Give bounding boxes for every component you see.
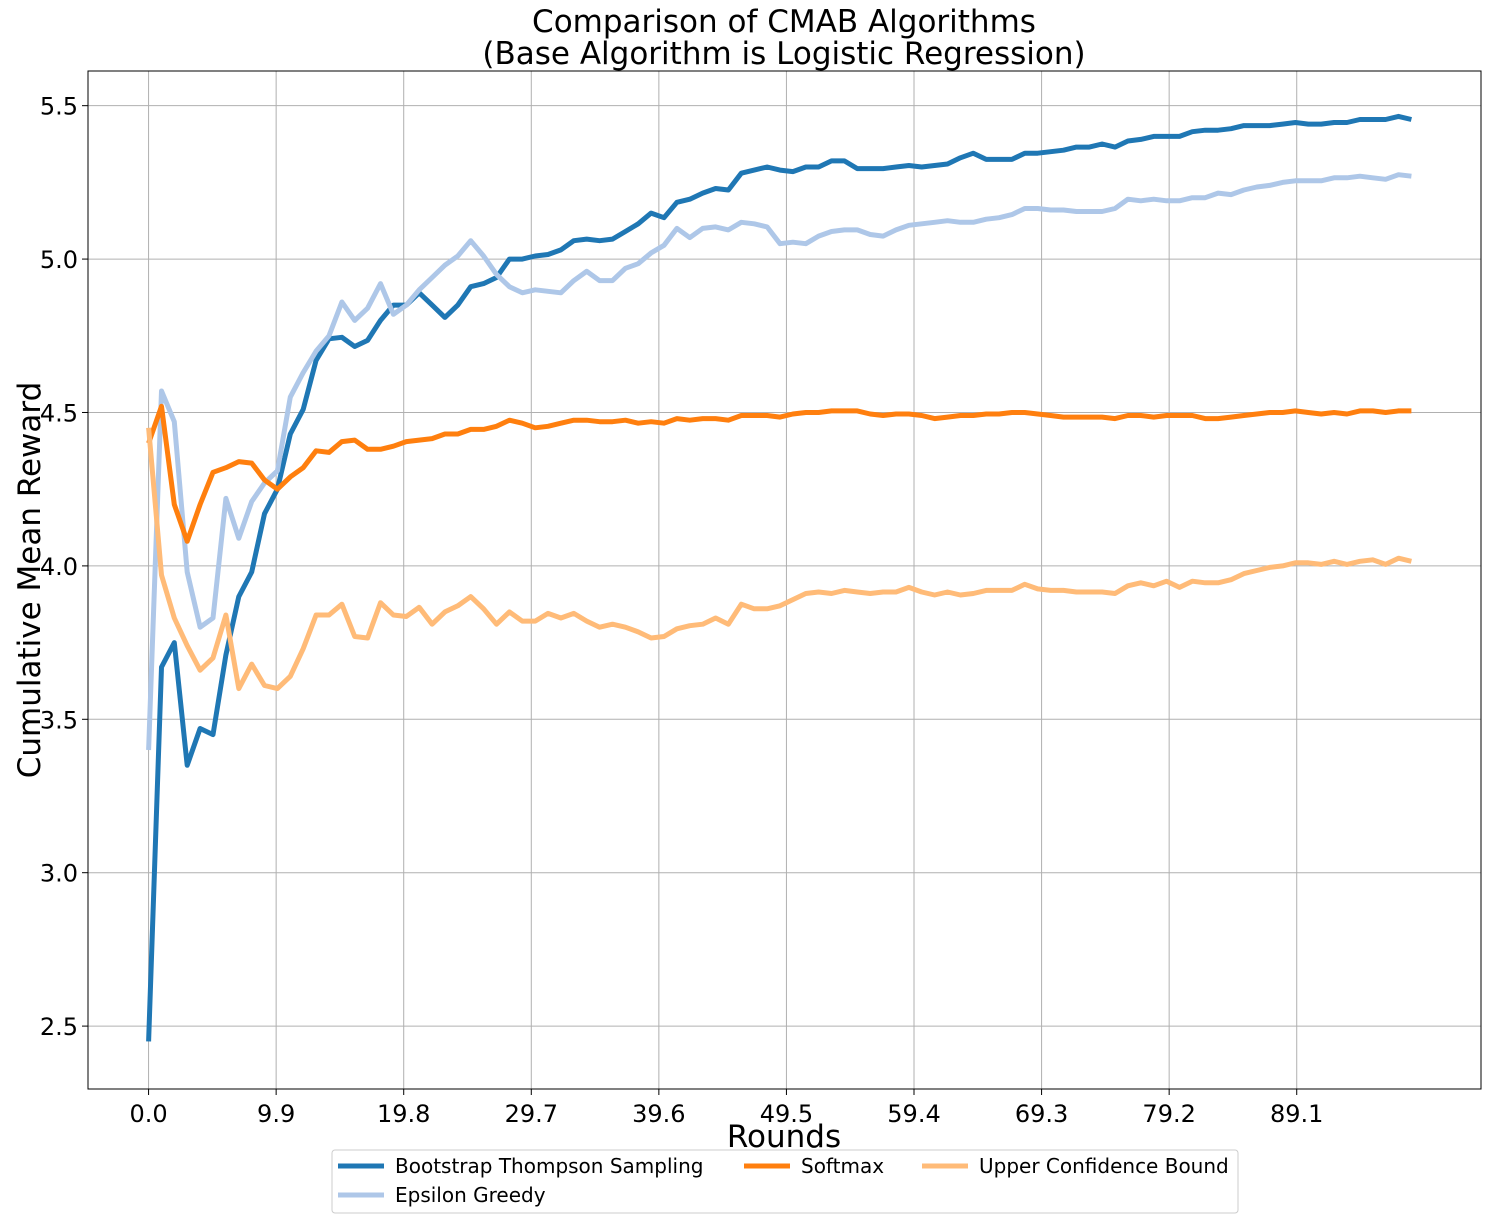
y-tick-label: 2.5 <box>40 1013 78 1041</box>
y-tick-label: 4.0 <box>40 553 78 581</box>
series-line-bootstrap-thompson-sampling <box>146 113 1412 1042</box>
x-tick-label: 29.7 <box>505 1100 558 1128</box>
x-tick-label: 9.9 <box>257 1100 295 1128</box>
x-tick-label: 79.2 <box>1142 1100 1195 1128</box>
grid-lines <box>82 71 1481 1095</box>
tick-labels: 0.0 9.9 19.8 29.7 39.6 49.5 59.4 69.3 79.2 89.1 2.… <box>40 93 1324 1128</box>
legend-label-bootstrap-thompson-sampling: Bootstrap Thompson Sampling <box>395 1154 703 1178</box>
y-tick-label: 5.5 <box>40 93 78 121</box>
x-tick-label: 89.1 <box>1270 1100 1323 1128</box>
x-tick-label: 69.3 <box>1015 1100 1068 1128</box>
series-lines <box>146 113 1412 1042</box>
x-tick-label: 19.8 <box>377 1100 430 1128</box>
y-tick-label: 4.5 <box>40 399 78 427</box>
x-tick-label: 49.5 <box>760 1100 813 1128</box>
y-tick-label: 3.0 <box>40 860 78 888</box>
plot-area <box>87 70 1482 1090</box>
legend-label-epsilon-greedy: Epsilon Greedy <box>395 1183 546 1207</box>
legend: Bootstrap Thompson Sampling Softmax Uppe… <box>331 1149 1239 1214</box>
legend-label-upper-confidence-bound: Upper Confidence Bound <box>979 1154 1229 1178</box>
y-tick-label: 5.0 <box>40 246 78 274</box>
legend-box <box>331 1149 1239 1214</box>
chart-title-line-2: (Base Algorithm is Logistic Regression) <box>482 36 1085 72</box>
y-axis-label: Cumulative Mean Reward <box>12 382 48 779</box>
x-tick-label: 0.0 <box>129 1100 167 1128</box>
series-line-upper-confidence-bound <box>146 427 1412 692</box>
chart-title-line-1: Comparison of CMAB Algorithms <box>532 4 1036 40</box>
y-tick-label: 3.5 <box>40 706 78 734</box>
x-tick-label: 39.6 <box>632 1100 685 1128</box>
x-axis-label: Rounds <box>727 1119 841 1155</box>
x-tick-label: 59.4 <box>887 1100 940 1128</box>
series-line-epsilon-greedy <box>146 172 1412 751</box>
series-line-softmax <box>146 403 1412 544</box>
legend-label-softmax: Softmax <box>801 1154 884 1178</box>
